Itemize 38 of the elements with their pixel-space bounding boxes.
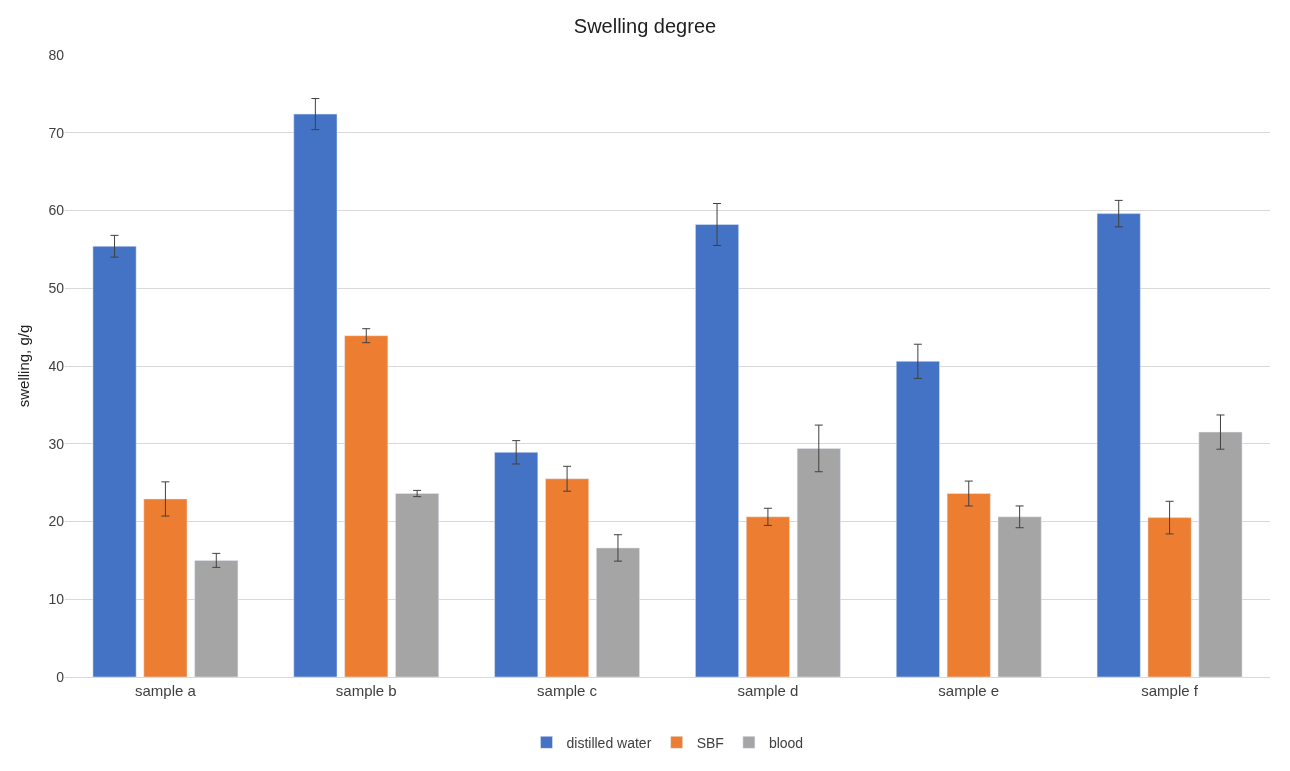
bar [143,498,188,677]
bar [796,448,841,677]
y-tick-label: 60 [48,202,65,219]
legend-label: blood [768,734,804,751]
bar [896,361,940,677]
chart-title: Swelling degree [573,15,717,38]
bar [545,478,589,677]
y-tick-label: 0 [56,668,65,685]
bar [1147,517,1192,677]
x-tick-label: sample a [134,682,197,699]
x-tick-label: sample b [335,682,397,699]
bar [596,547,640,677]
y-tick-label: 80 [48,46,65,63]
x-tick-label: sample f [1141,682,1199,699]
x-tick-label: sample d [737,682,799,699]
bar [1198,431,1243,677]
y-tick-label: 40 [48,357,65,374]
bar [946,493,991,677]
y-tick-label: 50 [48,280,65,297]
bar [1096,213,1141,677]
legend-label: distilled water [566,734,652,751]
bar [293,113,338,677]
y-axis-title: swelling, g/g [14,324,32,408]
bar [92,246,137,677]
x-tick-label: sample e [938,682,1000,699]
legend-label: SBF [696,734,724,751]
y-tick-label: 70 [48,124,65,141]
x-tick-label: sample c [537,682,598,699]
bar [997,516,1042,677]
bar [395,493,439,677]
bar [695,224,739,677]
y-tick-label: 30 [48,435,65,452]
bar [494,452,539,677]
bar [344,335,389,677]
bar [746,516,790,677]
y-tick-label: 20 [48,513,65,530]
bar [194,560,239,677]
y-tick-label: 10 [48,591,65,608]
